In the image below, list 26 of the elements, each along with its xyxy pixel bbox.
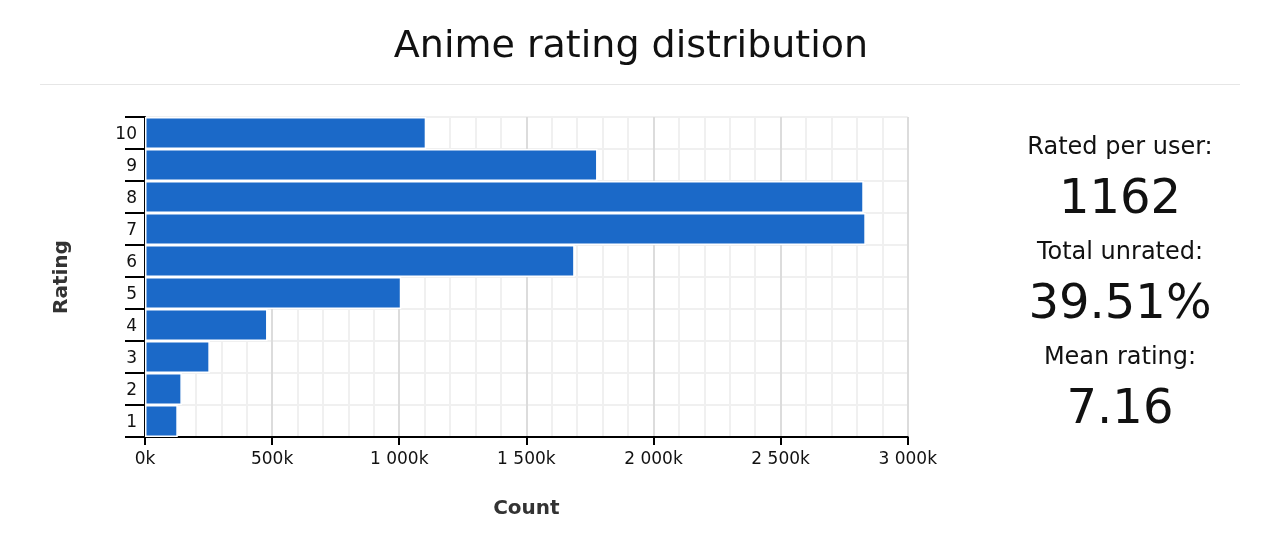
y-tick-label: 6 xyxy=(126,251,137,271)
text: Total unrated: xyxy=(1035,236,1205,265)
y-tick-label: 7 xyxy=(126,219,137,239)
x-tick-label: 1 000k xyxy=(369,447,429,468)
x-axis-title: Count xyxy=(493,495,561,519)
x-tick-label: 500k xyxy=(250,447,294,468)
chart-title: Anime rating distribution xyxy=(392,22,870,66)
y-tick-label: 2 xyxy=(126,379,137,399)
x-tick-label: 0k xyxy=(134,447,156,468)
text: 7.16 xyxy=(1065,377,1175,434)
text: 1162 xyxy=(1057,168,1183,224)
y-tick-label: 9 xyxy=(126,155,137,175)
y-tick-label: 4 xyxy=(126,315,137,335)
y-axis-title: Rating xyxy=(48,240,72,314)
text: Rated per user: xyxy=(1026,132,1214,160)
x-tick-label: 2 500k xyxy=(751,447,811,468)
x-tick-label: 1 500k xyxy=(497,447,556,468)
x-tick-label: 3 000k xyxy=(878,447,938,468)
text: 39.51% xyxy=(1027,272,1213,329)
y-tick-label: 1 xyxy=(126,411,137,431)
y-tick-label: 3 xyxy=(126,347,137,367)
y-tick-label: 8 xyxy=(126,187,137,207)
y-tick-label: 5 xyxy=(126,283,137,303)
x-tick-label: 2 000k xyxy=(624,447,683,468)
text: Mean rating: xyxy=(1042,341,1198,370)
y-tick-label: 10 xyxy=(115,123,137,143)
